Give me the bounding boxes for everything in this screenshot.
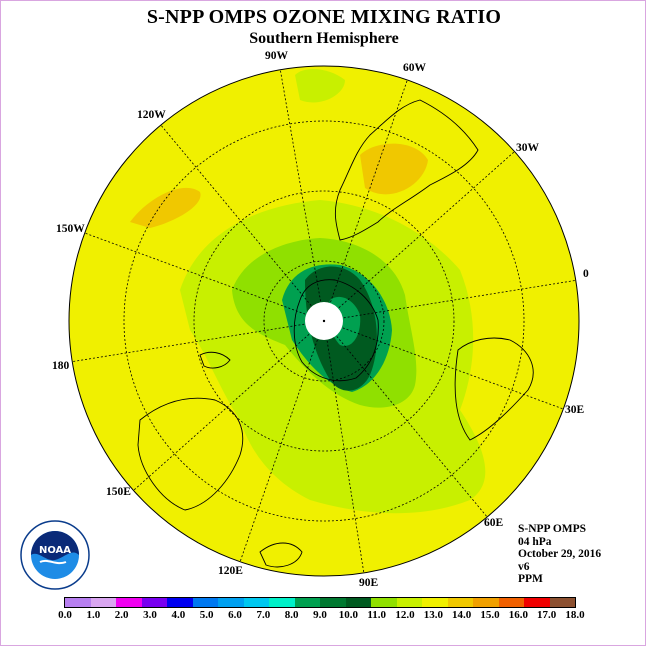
lon-label-120e: 120E xyxy=(218,565,243,577)
field-orange-2 xyxy=(360,143,428,195)
colorbar-swatch xyxy=(192,598,218,607)
colorbar-swatch xyxy=(218,598,244,607)
lon-label-90e: 90E xyxy=(359,577,379,589)
info-units: PPM xyxy=(518,573,543,585)
info-date: October 29, 2016 xyxy=(518,548,602,560)
lon-label-90w: 90W xyxy=(265,50,288,62)
colorbar-tick-label: 7.0 xyxy=(256,609,271,621)
info-instrument: S-NPP OMPS xyxy=(518,523,587,535)
colorbar-swatch xyxy=(422,598,448,607)
lon-label-150e: 150E xyxy=(106,486,131,498)
colorbar xyxy=(64,597,576,608)
coastlines xyxy=(137,99,534,568)
lon-label-60e: 60E xyxy=(484,517,504,529)
map-title: S-NPP OMPS OZONE MIXING RATIO xyxy=(146,6,502,28)
colorbar-tick-label: 14.0 xyxy=(452,609,472,621)
colorbar-tick-label: 18.0 xyxy=(565,609,585,621)
colorbar-tick-label: 1.0 xyxy=(86,609,101,621)
lon-label-30w: 30W xyxy=(516,142,539,154)
field-yellow-green-top xyxy=(295,68,345,103)
colorbar-tick-label: 3.0 xyxy=(143,609,157,621)
colorbar-tick-label: 15.0 xyxy=(480,609,500,621)
lon-label-120w: 120W xyxy=(137,109,166,121)
colorbar-swatch xyxy=(141,598,167,607)
field-orange-1 xyxy=(130,187,201,228)
colorbar-swatch xyxy=(90,598,116,607)
colorbar-swatch xyxy=(320,598,346,607)
pole-point xyxy=(322,319,326,323)
colorbar-swatch xyxy=(371,598,397,607)
colorbar-swatch xyxy=(294,598,320,607)
lon-label-30e: 30E xyxy=(565,404,585,416)
colorbar-tick-label: 8.0 xyxy=(284,609,299,621)
colorbar-tick-label: 0.0 xyxy=(58,609,72,621)
lon-label-150w: 150W xyxy=(56,223,85,235)
colorbar-ticks: 0.0 1.0 2.0 3.0 4.0 5.0 6.0 7.0 8.0 9.0 10.0 11.0 12… xyxy=(0,609,648,623)
colorbar-tick-label: 13.0 xyxy=(423,609,443,621)
colorbar-tick-label: 5.0 xyxy=(199,609,214,621)
lon-label-0: 0 xyxy=(583,268,589,280)
noaa-logo: NOAA xyxy=(20,520,90,590)
info-version: v6 xyxy=(518,560,530,573)
colorbar-tick-label: 6.0 xyxy=(228,609,242,621)
colorbar-swatch xyxy=(549,598,575,607)
colorbar-swatch xyxy=(524,598,550,607)
info-level: 04 hPa xyxy=(518,535,552,548)
colorbar-swatch xyxy=(269,598,295,607)
colorbar-swatch xyxy=(498,598,524,607)
colorbar-tick-label: 11.0 xyxy=(367,609,386,621)
colorbar-tick-label: 10.0 xyxy=(338,609,358,621)
logo-text: NOAA xyxy=(39,545,71,556)
colorbar-tick-label: 12.0 xyxy=(395,609,415,621)
map-border xyxy=(68,65,580,577)
colorbar-swatch xyxy=(396,598,422,607)
info-block: S-NPP OMPS 04 hPa October 29, 2016 v6 PP… xyxy=(518,523,601,586)
colorbar-tick-label: 17.0 xyxy=(537,609,557,621)
lon-label-60w: 60W xyxy=(403,62,426,74)
colorbar-swatch xyxy=(116,598,142,607)
colorbar-swatch xyxy=(167,598,193,607)
colorbar-tick-label: 16.0 xyxy=(508,609,528,621)
colorbar-tick-label: 2.0 xyxy=(114,609,129,621)
colorbar-swatch xyxy=(473,598,499,607)
colorbar-swatch xyxy=(243,598,269,607)
colorbar-tick-label: 9.0 xyxy=(313,609,327,621)
colorbar-swatch xyxy=(345,598,371,607)
map-subtitle: Southern Hemisphere xyxy=(249,30,399,47)
lon-label-180: 180 xyxy=(52,360,70,372)
colorbar-swatch xyxy=(65,598,91,607)
colorbar-swatch xyxy=(447,598,473,607)
colorbar-tick-label: 4.0 xyxy=(171,609,186,621)
